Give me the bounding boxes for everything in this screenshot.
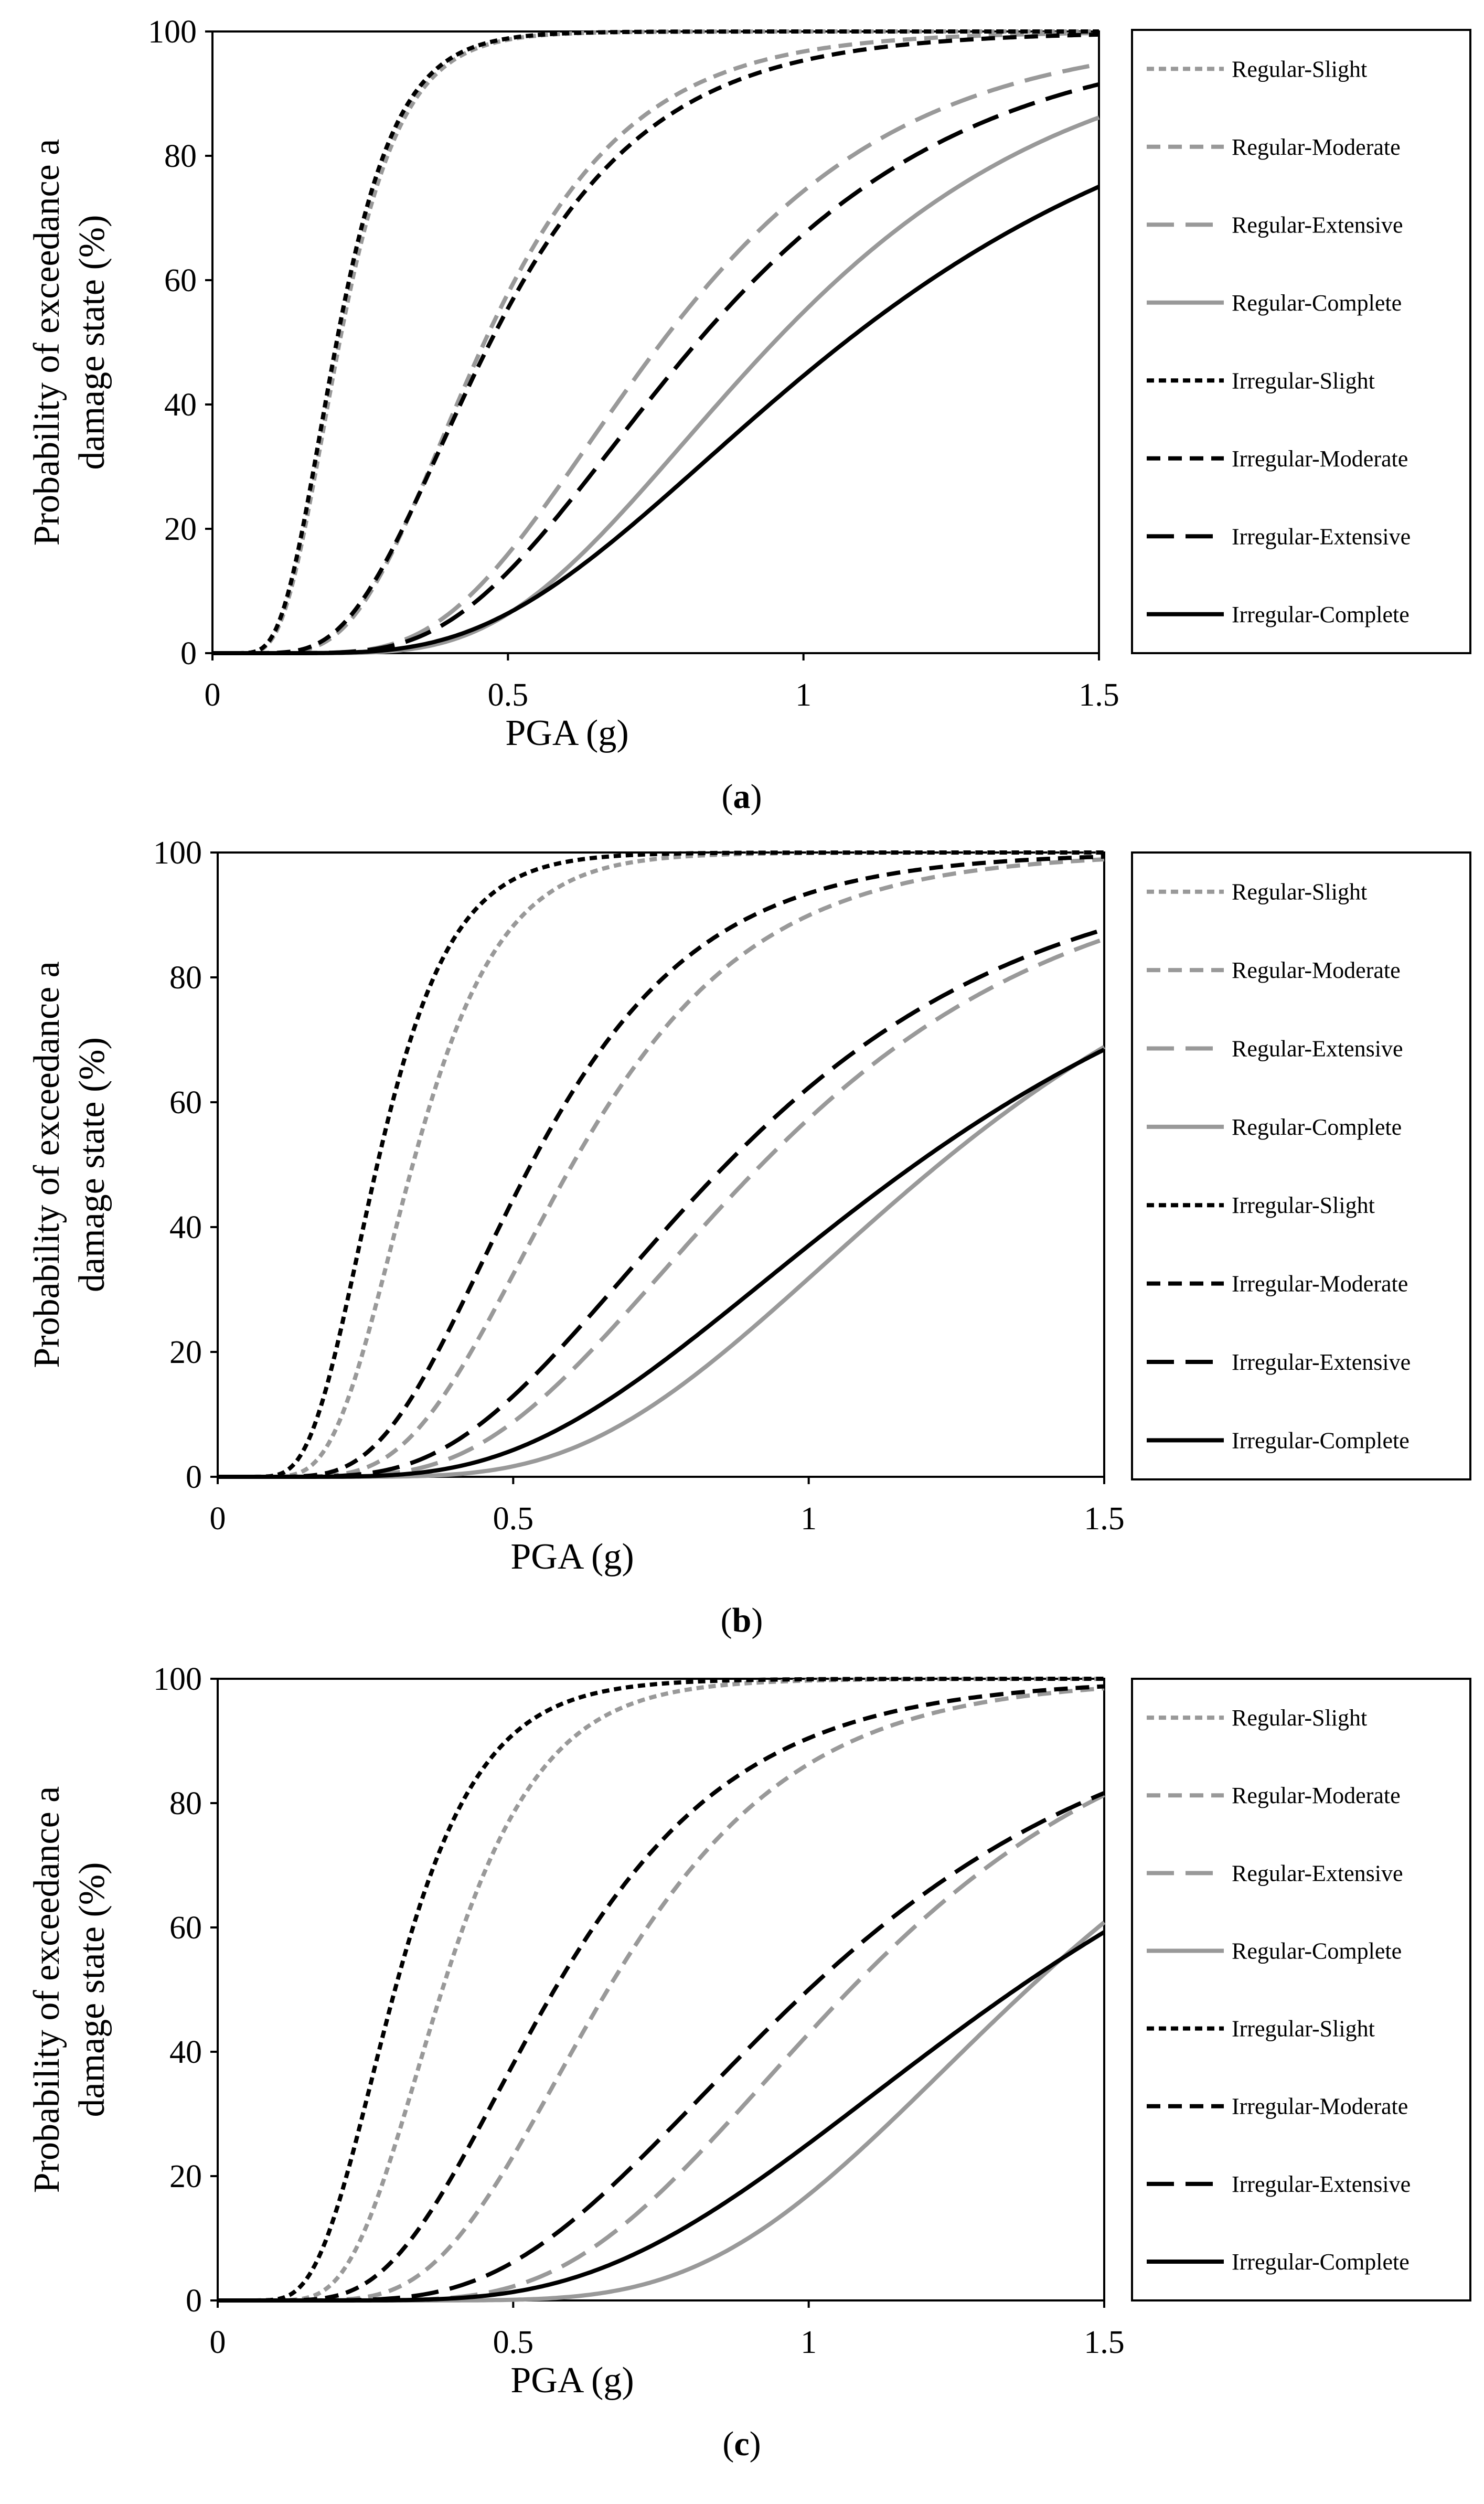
series-line-irregular-slight bbox=[218, 850, 1104, 1479]
series-line-irregular-extensive bbox=[212, 82, 1099, 655]
y-tick-label: 0 bbox=[186, 1459, 202, 1495]
x-tick-label: 1.5 bbox=[1084, 1501, 1125, 1537]
legend-label-irregular-complete: Irregular-Complete bbox=[1232, 2249, 1410, 2275]
legend-box bbox=[1131, 29, 1471, 654]
series-line-regular-extensive bbox=[212, 62, 1099, 655]
x-axis-title: PGA (g) bbox=[510, 2360, 634, 2401]
legend-label-irregular-moderate: Irregular-Moderate bbox=[1232, 446, 1408, 472]
series-line-regular-moderate bbox=[218, 1686, 1105, 2303]
legend-label-regular-slight: Regular-Slight bbox=[1232, 879, 1367, 905]
series-line-regular-complete bbox=[218, 1921, 1106, 2303]
series-line-irregular-extensive bbox=[218, 927, 1105, 1479]
legend-label-regular-moderate: Regular-Moderate bbox=[1232, 957, 1401, 983]
x-tick-label: 1 bbox=[795, 677, 812, 713]
y-tick-label: 0 bbox=[186, 2283, 202, 2319]
y-axis-title-line1: Probability of exceedance a bbox=[27, 1786, 67, 2193]
y-tick-label: 100 bbox=[153, 835, 202, 871]
legend-label-regular-slight: Regular-Slight bbox=[1232, 1705, 1367, 1731]
y-axis-title-line2: damage state (%) bbox=[72, 215, 112, 470]
y-tick-label: 80 bbox=[169, 960, 202, 996]
y-tick-label: 100 bbox=[153, 1661, 202, 1697]
series-line-irregular-complete bbox=[218, 1930, 1106, 2303]
series-line-irregular-moderate bbox=[218, 1684, 1105, 2303]
x-tick-label: 0 bbox=[210, 1501, 226, 1537]
series-line-irregular-slight bbox=[218, 1677, 1104, 2303]
panel-caption: (a) bbox=[722, 777, 762, 816]
x-tick-label: 0 bbox=[205, 677, 221, 713]
series-line-irregular-complete bbox=[218, 1048, 1105, 1479]
legend-label-regular-complete: Regular-Complete bbox=[1232, 290, 1402, 316]
legend-label-irregular-moderate: Irregular-Moderate bbox=[1232, 1271, 1408, 1297]
y-tick-label: 40 bbox=[169, 1210, 202, 1245]
legend-label-regular-complete: Regular-Complete bbox=[1232, 1938, 1402, 1964]
x-tick-label: 1 bbox=[800, 1501, 817, 1537]
plot-area-frame bbox=[217, 851, 1105, 1478]
y-tick-label: 60 bbox=[169, 1910, 202, 1946]
y-tick-label: 20 bbox=[169, 2159, 202, 2194]
legend-label-regular-complete: Regular-Complete bbox=[1232, 1114, 1402, 1140]
x-tick-label: 1 bbox=[800, 2325, 817, 2360]
legend-label-regular-extensive: Regular-Extensive bbox=[1232, 1036, 1403, 1061]
series-line-regular-complete bbox=[218, 1045, 1106, 1479]
chart-panel-b: 0 20 40 60 80 100 0 0.5 1 1.5 PGA (g) Probability o… bbox=[27, 835, 1471, 1639]
y-axis-title-line2: damage state (%) bbox=[72, 1862, 112, 2117]
legend-label-irregular-extensive: Irregular-Extensive bbox=[1232, 524, 1411, 549]
y-tick-label: 0 bbox=[180, 636, 197, 672]
y-tick-label: 20 bbox=[169, 1335, 202, 1370]
series-line-regular-moderate bbox=[218, 857, 1105, 1479]
series-line-regular-extensive bbox=[218, 1793, 1105, 2303]
legend-label-regular-moderate: Regular-Moderate bbox=[1232, 1783, 1401, 1808]
series-line-irregular-slight bbox=[212, 29, 1099, 655]
x-tick-label: 1.5 bbox=[1084, 2325, 1125, 2360]
y-tick-label: 100 bbox=[148, 14, 197, 50]
chart-panel-a: 0 20 40 60 80 100 0 0.5 1 1.5 PGA (g) Probability o… bbox=[27, 14, 1471, 816]
legend-label-irregular-slight: Irregular-Slight bbox=[1232, 2016, 1375, 2042]
series-line-regular-moderate bbox=[212, 30, 1099, 655]
panel-caption: (b) bbox=[721, 1601, 763, 1639]
series-line-regular-complete bbox=[212, 115, 1100, 655]
legend-label-irregular-extensive: Irregular-Extensive bbox=[1232, 1349, 1411, 1375]
legend-label-regular-extensive: Regular-Extensive bbox=[1232, 1860, 1403, 1886]
legend-label-irregular-slight: Irregular-Slight bbox=[1232, 368, 1375, 393]
legend-box bbox=[1131, 1678, 1471, 2301]
series-line-irregular-extensive bbox=[218, 1791, 1105, 2303]
y-tick-label: 40 bbox=[169, 2034, 202, 2070]
series-line-regular-slight bbox=[218, 1677, 1104, 2303]
y-tick-label: 80 bbox=[164, 138, 197, 174]
y-tick-label: 60 bbox=[169, 1085, 202, 1121]
y-tick-label: 60 bbox=[164, 263, 197, 299]
x-tick-label: 1.5 bbox=[1079, 677, 1119, 713]
panel-caption: (c) bbox=[722, 2425, 761, 2463]
plot-area-frame bbox=[217, 1678, 1105, 2301]
y-tick-label: 20 bbox=[164, 512, 197, 547]
legend-label-irregular-complete: Irregular-Complete bbox=[1232, 602, 1410, 627]
chart-panel-c: 0 20 40 60 80 100 0 0.5 1 1.5 PGA (g) Probability o… bbox=[27, 1661, 1471, 2463]
series-line-irregular-complete bbox=[212, 185, 1100, 655]
legend-label-irregular-complete: Irregular-Complete bbox=[1232, 1427, 1410, 1453]
x-tick-label: 0.5 bbox=[493, 1501, 534, 1537]
x-tick-label: 0 bbox=[210, 2325, 226, 2360]
series-line-irregular-moderate bbox=[218, 854, 1105, 1479]
series-line-irregular-moderate bbox=[212, 32, 1099, 655]
x-tick-label: 0.5 bbox=[493, 2325, 534, 2360]
series-line-regular-extensive bbox=[218, 937, 1105, 1479]
y-axis-title-line1: Probability of exceedance a bbox=[27, 139, 67, 546]
legend-label-irregular-moderate: Irregular-Moderate bbox=[1232, 2094, 1408, 2119]
legend-label-regular-extensive: Regular-Extensive bbox=[1232, 212, 1403, 238]
legend-label-regular-moderate: Regular-Moderate bbox=[1232, 134, 1401, 160]
x-tick-label: 0.5 bbox=[488, 677, 529, 713]
legend-label-regular-slight: Regular-Slight bbox=[1232, 56, 1367, 82]
series-line-regular-slight bbox=[218, 850, 1104, 1479]
y-tick-label: 40 bbox=[164, 387, 197, 423]
x-axis-title: PGA (g) bbox=[505, 713, 628, 753]
legend-label-irregular-slight: Irregular-Slight bbox=[1232, 1192, 1375, 1218]
x-axis-title: PGA (g) bbox=[510, 1537, 634, 1577]
legend-box bbox=[1131, 851, 1471, 1480]
y-axis-title-line2: damage state (%) bbox=[72, 1037, 112, 1292]
legend-label-irregular-extensive: Irregular-Extensive bbox=[1232, 2171, 1411, 2197]
y-axis-title-line1: Probability of exceedance a bbox=[27, 961, 67, 1368]
y-tick-label: 80 bbox=[169, 1786, 202, 1821]
